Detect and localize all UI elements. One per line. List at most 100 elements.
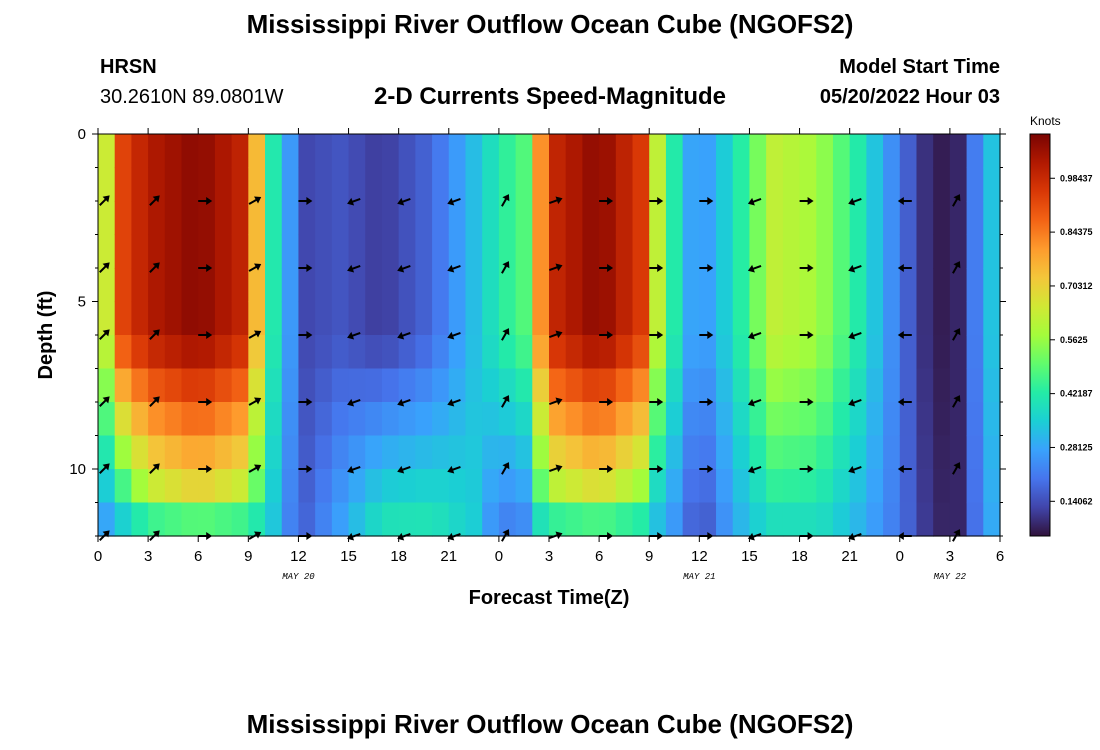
heatmap-cell [732, 167, 751, 202]
heatmap-cell [716, 435, 734, 470]
heatmap-cell [699, 502, 717, 537]
heatmap-cell [265, 402, 283, 437]
heatmap-cell [131, 368, 149, 403]
heatmap-cell [699, 134, 717, 169]
heatmap-cell [782, 335, 801, 370]
heatmap-cell [315, 402, 333, 437]
heatmap-cell [799, 402, 817, 437]
heatmap-cell [181, 268, 199, 303]
heatmap-cell [231, 402, 249, 437]
heatmap-cell [415, 469, 433, 504]
heatmap-cell [933, 335, 951, 370]
heatmap-cell [949, 134, 968, 169]
heatmap-cell [315, 134, 333, 169]
heatmap-cell [198, 335, 216, 370]
heatmap-cell [916, 301, 934, 336]
heatmap-cell [816, 201, 834, 236]
heatmap-cell [315, 268, 333, 303]
heatmap-cell [599, 134, 617, 169]
heatmap-cell [933, 502, 951, 537]
heatmap-cell [348, 368, 366, 403]
heatmap-cell [515, 502, 533, 537]
heatmap-cell [732, 301, 751, 336]
model-start-time: 05/20/2022 Hour 03 [819, 86, 1000, 108]
heatmap-cell [231, 201, 249, 236]
heatmap-cell [331, 234, 350, 269]
heatmap-cell [916, 234, 934, 269]
current-arrow [699, 398, 714, 406]
heatmap-cell [498, 201, 517, 236]
heatmap-cell [699, 167, 717, 202]
heatmap-cell [849, 502, 867, 537]
x-tick-label: 12 [290, 548, 307, 565]
heatmap-cell [465, 301, 483, 336]
heatmap-cell [432, 134, 450, 169]
heatmap-cell [849, 435, 867, 470]
current-arrow [549, 330, 563, 339]
current-arrow [447, 197, 461, 206]
current-arrow [99, 195, 110, 206]
current-arrow [347, 197, 361, 206]
heatmap-cell [415, 301, 433, 336]
colorbar-tick-label: 0.14062 [1060, 496, 1093, 506]
current-arrow [501, 194, 510, 207]
current-arrow [952, 194, 961, 207]
heatmap-cell [482, 435, 500, 470]
heatmap-cell [381, 268, 400, 303]
heatmap-cell [665, 167, 684, 202]
heatmap-cell [298, 335, 316, 370]
x-tick-label: 3 [946, 548, 954, 565]
heatmap-cell [899, 335, 918, 370]
heatmap-chart: 0 3 6 9 12 15 18 21 0 3 6 9 12 15 18 21 0 3 6 MAY 20 MAY 21 M… [35, 114, 1093, 609]
heatmap-cell [164, 335, 183, 370]
heatmap-cell [98, 402, 116, 437]
colorbar-bar [1029, 133, 1051, 537]
heatmap-cell [916, 502, 934, 537]
heatmap-cell [899, 402, 918, 437]
heatmap-cell [832, 502, 851, 537]
heatmap-cell [983, 368, 1001, 403]
heatmap-cell [716, 502, 734, 537]
heatmap-cell [231, 502, 249, 537]
heatmap-cell [933, 201, 951, 236]
current-arrow [747, 197, 762, 206]
heatmap-cell [549, 234, 567, 269]
heatmap-cell [799, 301, 817, 336]
heatmap-cell [615, 134, 634, 169]
heatmap-cell [248, 502, 266, 537]
heatmap-cell [766, 268, 784, 303]
current-arrow [347, 398, 361, 407]
heatmap-cells [98, 134, 1001, 537]
heatmap-cell [365, 335, 383, 370]
heatmap-cell [866, 435, 884, 470]
heatmap-cell [682, 502, 700, 537]
current-arrow [248, 263, 262, 272]
current-arrow [198, 331, 213, 339]
heatmap-cell [582, 335, 600, 370]
colorbar-tick-label: 0.28125 [1060, 442, 1093, 452]
heatmap-cell [883, 402, 901, 437]
heatmap-cell [749, 201, 767, 236]
heatmap-cell [782, 502, 801, 537]
heatmap-cell [632, 402, 650, 437]
heatmap-cell [649, 469, 667, 504]
colorbar-ticks: 0.98437 0.84375 0.70312 0.5625 0.42187 0.2812… [1050, 173, 1093, 506]
heatmap-cell [816, 368, 834, 403]
heatmap-cell [298, 268, 316, 303]
heatmap-cell [532, 335, 550, 370]
heatmap-cell [582, 469, 600, 504]
heatmap-cell [582, 167, 600, 202]
heatmap-cell [315, 368, 333, 403]
x-tick-label: 0 [495, 548, 503, 565]
current-arrow [298, 398, 313, 406]
station-coordinates: 30.2610N 89.0801W [100, 86, 284, 108]
heatmap-cell [114, 134, 132, 169]
heatmap-cell [114, 301, 132, 336]
heatmap-cell [498, 134, 517, 169]
heatmap-cell [231, 234, 249, 269]
heatmap-cell [883, 134, 901, 169]
x-tick-label: 21 [841, 548, 858, 565]
heatmap-cell [849, 134, 867, 169]
heatmap-cell [131, 268, 149, 303]
heatmap-cell [816, 134, 834, 169]
